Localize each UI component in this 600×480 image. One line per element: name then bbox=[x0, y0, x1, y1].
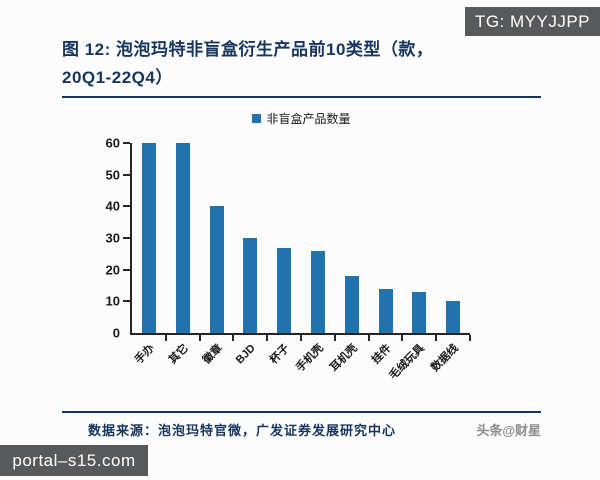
bar-数据线 bbox=[446, 301, 461, 333]
x-axis-tick-mark bbox=[266, 335, 269, 341]
x-axis-tick-mark bbox=[367, 335, 370, 341]
y-axis-tick-label: 20 bbox=[105, 262, 120, 278]
y-axis-tick-mark bbox=[123, 205, 130, 208]
x-axis-tick-mark bbox=[469, 335, 471, 341]
figure-title-line2: 20Q1-22Q4） bbox=[62, 68, 173, 87]
x-axis-tick-mark bbox=[164, 335, 167, 341]
x-axis-tick-mark bbox=[300, 335, 302, 341]
bar-BJD bbox=[243, 238, 258, 333]
x-axis-tick-mark bbox=[401, 335, 404, 341]
chart-legend: 非盲盒产品数量 bbox=[62, 110, 541, 127]
bar-其它 bbox=[175, 143, 190, 333]
x-axis-category-label: 手办 bbox=[132, 342, 157, 367]
x-axis-category-label: 其它 bbox=[166, 342, 191, 367]
y-axis-tick-mark bbox=[123, 237, 130, 239]
x-axis-category-label: 毛绒玩具 bbox=[387, 342, 428, 382]
bar-杯子 bbox=[277, 247, 292, 333]
title-divider bbox=[62, 96, 541, 98]
data-source-text: 数据来源：泡泡玛特官微，广发证券发展研究中心 bbox=[88, 423, 397, 438]
figure-footer: 数据来源：泡泡玛特官微，广发证券发展研究中心 头条@财星 bbox=[62, 411, 541, 439]
x-axis-category-label: BJD bbox=[234, 342, 259, 367]
toutiao-watermark: 头条@财星 bbox=[476, 423, 541, 438]
bar-耳机壳 bbox=[344, 276, 359, 333]
y-axis-tick-label: 30 bbox=[105, 230, 120, 246]
y-axis-tick-label: 40 bbox=[105, 198, 120, 214]
chart-area: 0 10 20 30 40 50 60 手办 其它 徽章 BJD 杯子 手机壳 耳机壳 挂件 毛绒玩具 数据线 bbox=[106, 137, 541, 382]
portal-watermark-banner: portal–s15.com bbox=[0, 445, 148, 476]
y-axis-tick-label: 10 bbox=[105, 293, 120, 309]
legend-label: 非盲盒产品数量 bbox=[266, 112, 351, 126]
y-axis-tick-label: 50 bbox=[105, 167, 120, 183]
bar-徽章 bbox=[209, 206, 224, 333]
plot-area: 0 10 20 30 40 50 60 手办 其它 徽章 BJD 杯子 手机壳 耳机壳 挂件 毛绒玩具 数据线 bbox=[106, 137, 471, 382]
y-axis-tick-mark bbox=[123, 173, 130, 176]
y-axis-tick-mark bbox=[123, 300, 130, 303]
x-axis-category-label: 耳机壳 bbox=[327, 342, 360, 375]
x-axis-tick-mark bbox=[435, 335, 438, 341]
y-axis-tick-label: 60 bbox=[105, 135, 120, 151]
x-axis-tick-mark bbox=[232, 335, 235, 341]
x-axis-tick-mark bbox=[198, 335, 201, 341]
y-axis-tick-mark bbox=[123, 268, 130, 271]
y-axis-tick-mark bbox=[123, 142, 130, 144]
bar-挂件 bbox=[378, 288, 393, 333]
bar-手机壳 bbox=[310, 250, 325, 333]
x-axis-tick-mark bbox=[333, 335, 336, 341]
figure-title: 图 12: 泡泡玛特非盲盒衍生产品前10类型（款， 20Q1-22Q4） bbox=[62, 36, 541, 92]
bar-手办 bbox=[141, 143, 156, 333]
tg-watermark-banner: TG: MYYJJPP bbox=[465, 7, 600, 36]
figure-container: 图 12: 泡泡玛特非盲盒衍生产品前10类型（款， 20Q1-22Q4） 非盲盒… bbox=[62, 36, 541, 382]
x-axis-category-label: 徽章 bbox=[200, 342, 225, 367]
figure-title-line1: 图 12: 泡泡玛特非盲盒衍生产品前10类型（款， bbox=[62, 40, 434, 59]
portal-watermark-text: portal–s15.com bbox=[12, 450, 136, 470]
bar-毛绒玩具 bbox=[412, 291, 427, 333]
legend-swatch-icon bbox=[252, 114, 262, 123]
tg-watermark-text: TG: MYYJJPP bbox=[474, 11, 591, 31]
y-axis-tick-label: 0 bbox=[112, 325, 120, 341]
x-axis-category-label: 挂件 bbox=[369, 342, 394, 367]
